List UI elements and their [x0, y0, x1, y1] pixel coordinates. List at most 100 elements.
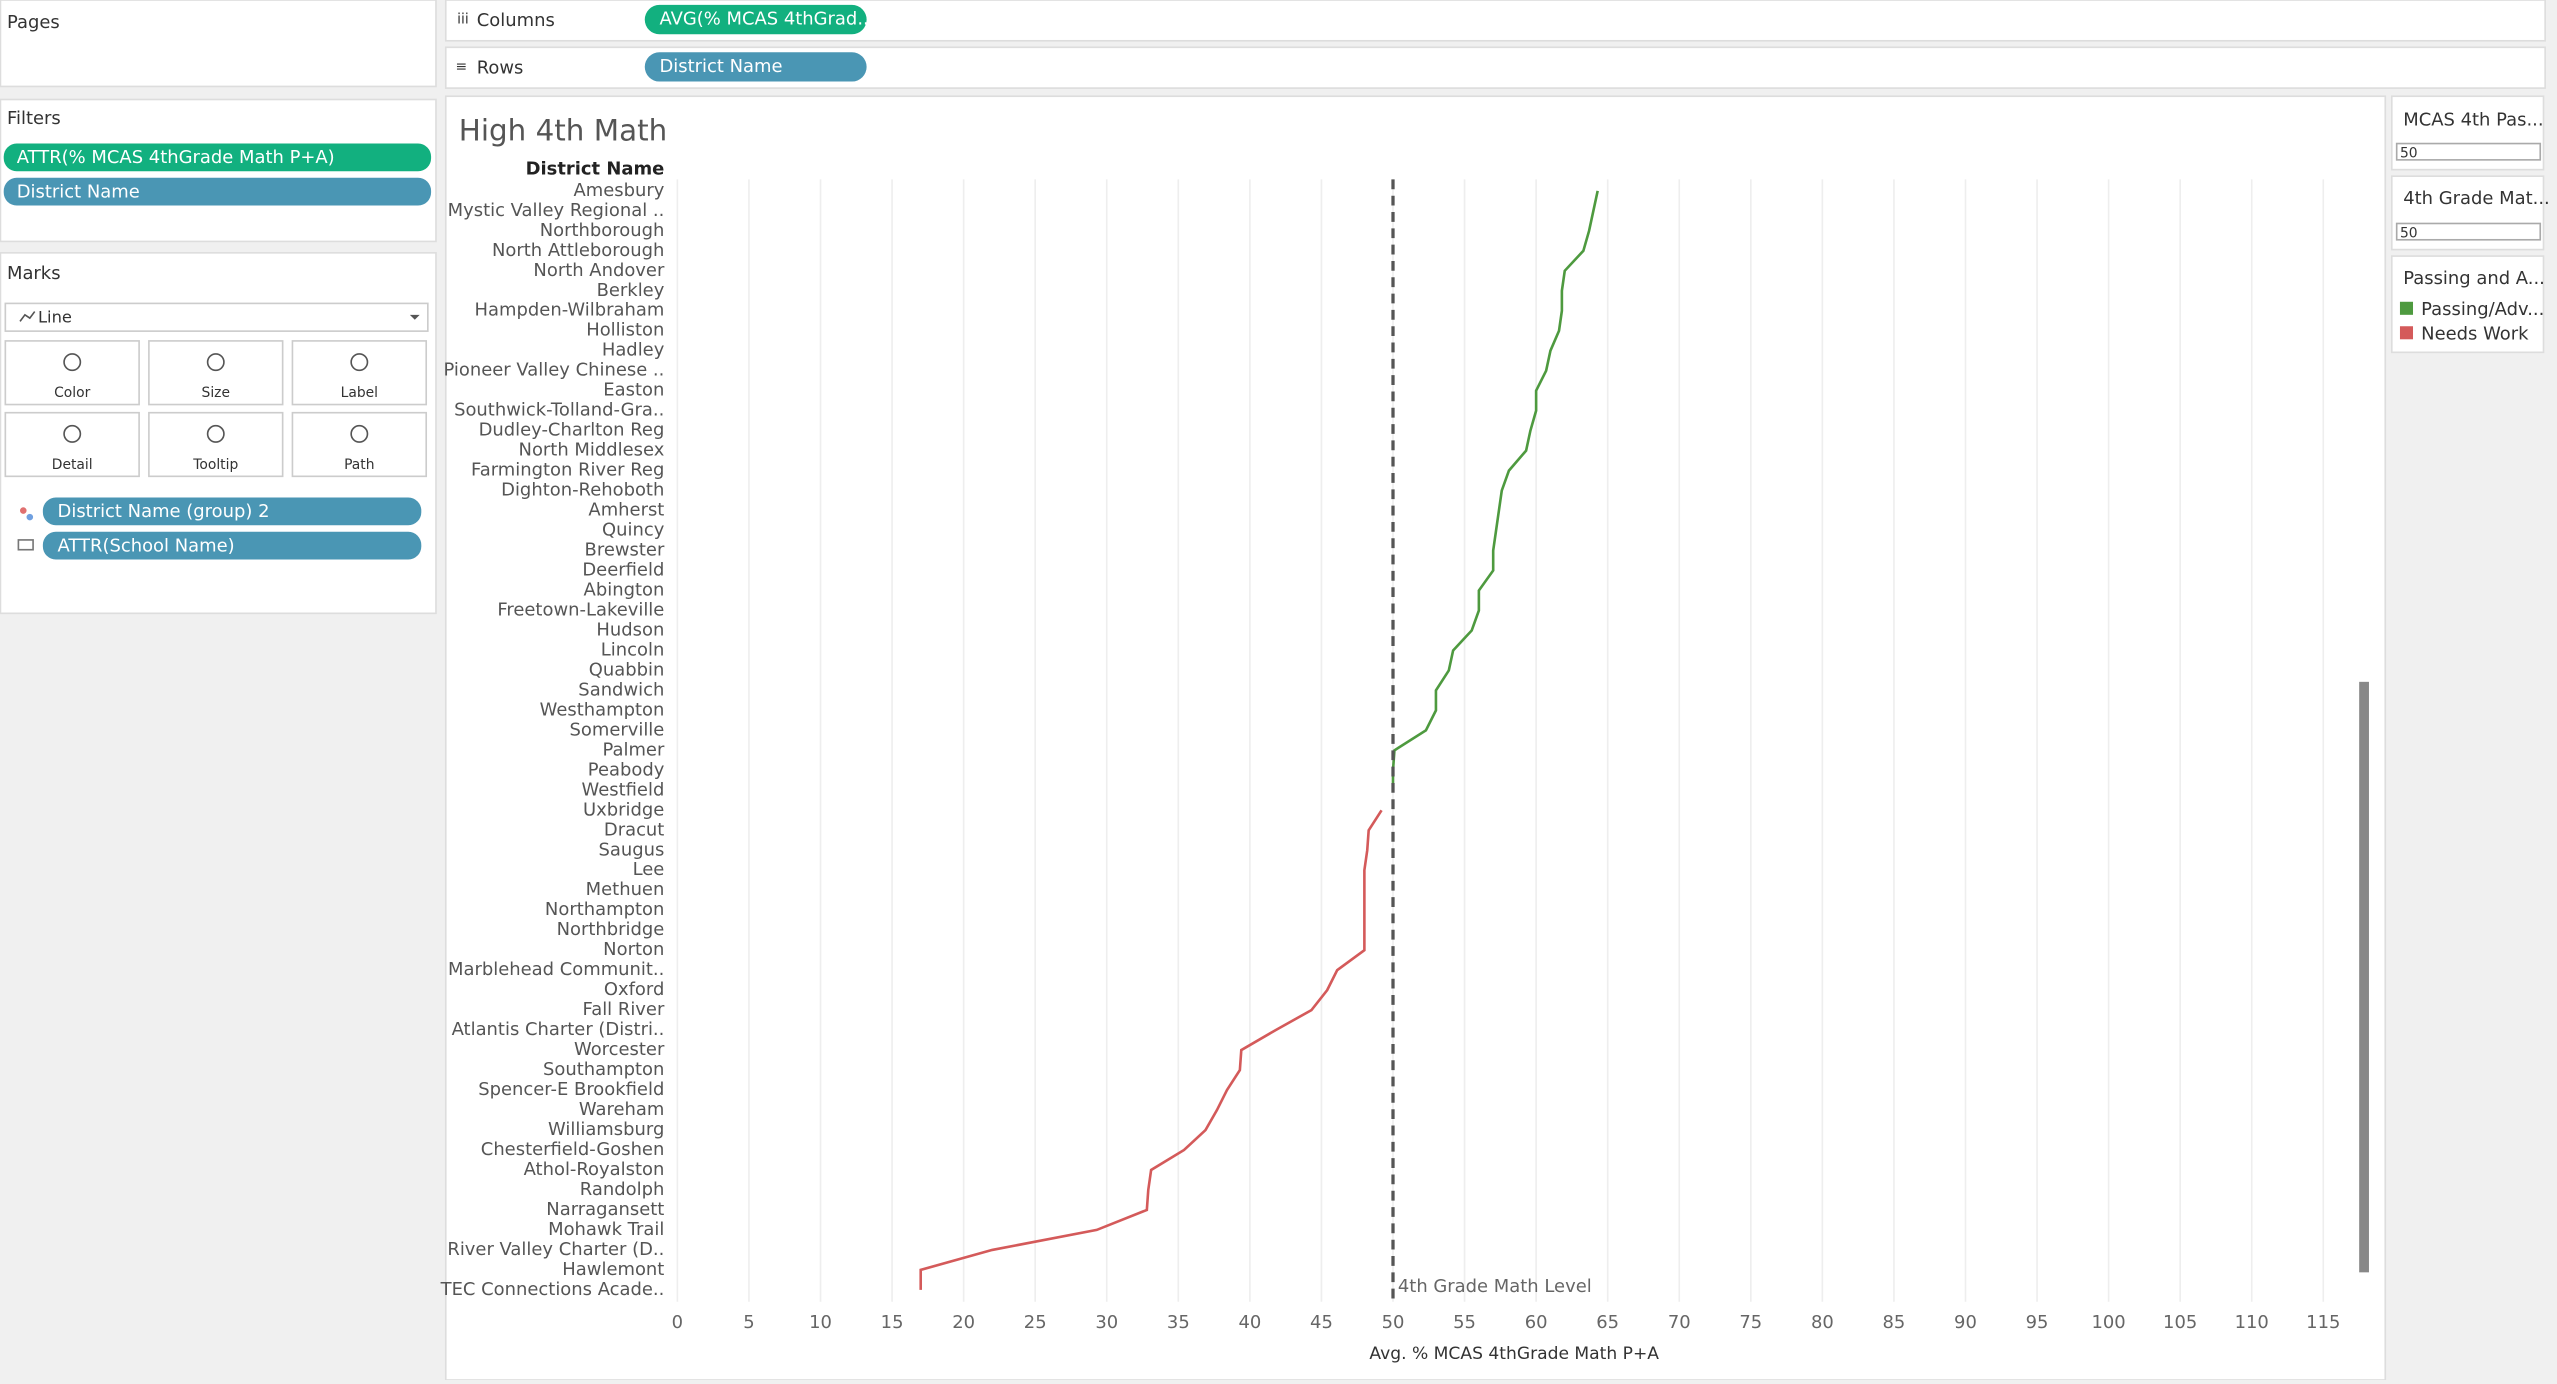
mark-type: Line	[38, 308, 72, 327]
x-tick-label: 5	[743, 1312, 754, 1333]
legend-swatch	[2399, 301, 2414, 315]
button-label: Label	[341, 385, 378, 401]
y-tick-label: Farmington River Reg	[471, 460, 664, 481]
legend-label[interactable]: Needs Work	[2421, 323, 2529, 344]
y-tick-label: Abington	[584, 579, 665, 600]
legend-swatch	[2399, 326, 2414, 340]
scrollbar[interactable]	[2359, 681, 2369, 1273]
marks-pill[interactable]	[42, 497, 422, 526]
mark-type-dropdown[interactable]	[4, 302, 429, 332]
y-tick-label: Somerville	[569, 719, 664, 740]
y-tick-label: Uxbridge	[583, 799, 664, 820]
filter-pill[interactable]	[3, 143, 432, 172]
x-tick-label: 90	[1954, 1312, 1977, 1333]
columns-pill-text: AVG(% MCAS 4thGrad..	[659, 9, 868, 30]
y-tick-label: Holliston	[586, 320, 664, 341]
filter-pill[interactable]	[3, 177, 432, 206]
parameter-input[interactable]	[2395, 222, 2542, 241]
y-tick-label: Brewster	[585, 540, 665, 561]
y-axis-title: District Name	[526, 159, 665, 180]
marks-pill[interactable]	[42, 531, 422, 560]
y-tick-label: Mohawk Trail	[548, 1219, 664, 1240]
y-tick-label: Amherst	[588, 500, 664, 521]
marks-button[interactable]	[4, 411, 140, 478]
y-tick-label: Narragansett	[546, 1199, 664, 1220]
y-tick-label: Williamsburg	[548, 1119, 664, 1140]
x-tick-label: 0	[672, 1312, 683, 1333]
y-tick-label: Marblehead Communit..	[448, 959, 664, 980]
x-axis-title: Avg. % MCAS 4thGrade Math P+A	[1369, 1344, 1659, 1364]
marks-button[interactable]	[4, 340, 140, 406]
y-tick-label: Quincy	[602, 520, 665, 541]
series-line	[1391, 190, 1599, 791]
x-tick-label: 110	[2235, 1312, 2269, 1333]
y-tick-label: Chesterfield-Goshen	[481, 1139, 665, 1160]
y-tick-label: Dighton-Rehoboth	[501, 480, 664, 501]
y-tick-label: Northborough	[540, 220, 665, 241]
x-tick-label: 45	[1310, 1312, 1333, 1333]
marks-button[interactable]	[148, 340, 284, 406]
rows-pill-text: District Name	[659, 56, 782, 77]
x-tick-label: 65	[1596, 1312, 1619, 1333]
marks-button[interactable]	[148, 411, 284, 478]
button-icon	[206, 353, 225, 372]
y-tick-label: Berkley	[597, 280, 665, 301]
legend-label[interactable]: Passing/Adv...	[2421, 299, 2544, 320]
filter-pill-text: ATTR(% MCAS 4thGrade Math P+A)	[17, 147, 335, 168]
y-tick-label: North Middlesex	[519, 440, 665, 461]
x-tick-label: 95	[2026, 1312, 2049, 1333]
x-tick-label: 20	[952, 1312, 975, 1333]
reference-label: 4th Grade Math Level	[1398, 1276, 1592, 1297]
line-icon	[19, 311, 36, 322]
y-tick-label: Methuen	[586, 879, 665, 900]
parameter-input[interactable]	[2395, 142, 2542, 161]
pages-panel	[0, 0, 437, 88]
legend-panel	[2390, 255, 2545, 354]
x-tick-label: 70	[1668, 1312, 1691, 1333]
y-tick-label: Norton	[603, 939, 664, 960]
tooltip-icon	[17, 539, 34, 551]
chart-title: High 4th Math	[459, 114, 667, 148]
button-label: Size	[202, 385, 230, 401]
x-tick-label: 25	[1024, 1312, 1047, 1333]
y-tick-label: Randolph	[580, 1179, 665, 1200]
y-tick-label: Southampton	[543, 1059, 664, 1080]
y-tick-label: Southwick-Tolland-Gra..	[454, 400, 664, 421]
y-tick-label: Fall River	[583, 999, 665, 1020]
y-tick-label: Freetown-Lakeville	[497, 599, 664, 620]
marks-title: Marks	[7, 263, 61, 284]
button-label: Detail	[52, 457, 93, 473]
rows-icon: ≡	[456, 59, 468, 75]
x-tick-label: 105	[2163, 1312, 2197, 1333]
x-tick-label: 30	[1095, 1312, 1118, 1333]
y-tick-label: Hampden-Wilbraham	[475, 300, 665, 321]
x-tick-label: 100	[2091, 1312, 2125, 1333]
parameter-value: 50	[2400, 145, 2418, 161]
marks-button[interactable]	[291, 411, 428, 478]
y-tick-label: Worcester	[574, 1039, 665, 1060]
button-icon	[63, 353, 82, 372]
marks-button[interactable]	[291, 340, 428, 406]
marks-pill-text: ATTR(School Name)	[58, 535, 235, 556]
rows-pill[interactable]	[644, 52, 867, 82]
x-tick-label: 55	[1453, 1312, 1476, 1333]
x-tick-label: 35	[1167, 1312, 1190, 1333]
x-tick-label: 80	[1811, 1312, 1834, 1333]
y-tick-label: Wareham	[579, 1099, 664, 1120]
columns-pill[interactable]	[644, 4, 867, 35]
pages-title: Pages	[7, 12, 60, 33]
y-tick-label: Lee	[633, 859, 665, 880]
y-tick-label: Westhampton	[540, 699, 665, 720]
x-tick-label: 10	[809, 1312, 832, 1333]
y-tick-label: North Attleborough	[492, 240, 664, 261]
y-tick-label: Hawlemont	[562, 1259, 664, 1280]
parameter-title: 4th Grade Mat...	[2403, 188, 2550, 209]
y-tick-label: North Andover	[533, 260, 665, 281]
y-tick-label: River Valley Charter (D..	[447, 1239, 664, 1260]
color-icon	[20, 507, 27, 514]
y-tick-label: Deerfield	[582, 560, 664, 581]
x-tick-label: 40	[1238, 1312, 1261, 1333]
y-tick-label: Spencer-E Brookfield	[478, 1079, 664, 1100]
y-tick-label: Atlantis Charter (Distri..	[452, 1019, 665, 1040]
button-label: Path	[344, 457, 374, 473]
